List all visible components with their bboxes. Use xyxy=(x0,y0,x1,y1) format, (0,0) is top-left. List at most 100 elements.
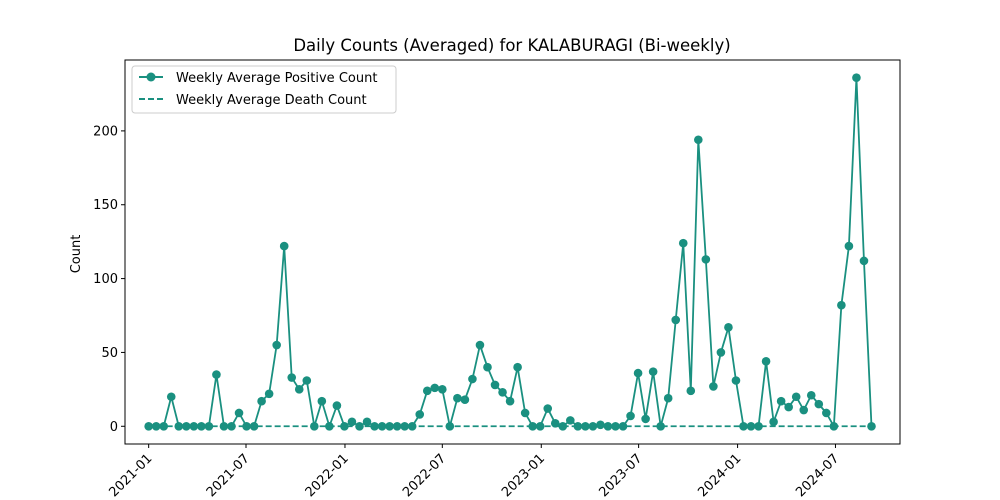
x-tick-label: 2023-01 xyxy=(499,451,548,500)
series-line-positive xyxy=(148,76,873,428)
data-point-positive xyxy=(626,411,635,421)
data-point-positive xyxy=(483,362,492,372)
data-point-positive xyxy=(294,385,304,394)
data-point-positive xyxy=(837,300,846,310)
data-point-positive xyxy=(596,420,605,430)
data-point-positive xyxy=(438,385,447,394)
data-point-positive xyxy=(724,323,733,332)
data-point-positive xyxy=(791,392,801,402)
data-point-positive xyxy=(430,383,440,393)
data-point-positive xyxy=(347,417,357,427)
data-point-positive xyxy=(317,396,327,406)
y-tick-label: 100 xyxy=(93,272,118,287)
data-point-positive xyxy=(761,356,771,366)
data-point-positive xyxy=(611,421,620,431)
data-point-positive xyxy=(686,386,696,396)
x-tick-label: 2021-01 xyxy=(106,451,155,500)
chart-title: Daily Counts (Averaged) for KALABURAGI (… xyxy=(293,36,730,55)
data-point-positive xyxy=(550,419,560,428)
data-point-positive xyxy=(769,417,778,427)
data-point-positive xyxy=(535,421,545,431)
data-point-positive xyxy=(731,376,741,385)
data-point-positive xyxy=(701,255,711,264)
data-point-positive xyxy=(257,396,266,406)
data-point-positive xyxy=(528,421,537,431)
data-point-positive xyxy=(272,340,281,350)
data-point-positive xyxy=(475,340,485,350)
data-point-positive xyxy=(287,373,297,382)
data-point-positive xyxy=(392,421,402,431)
data-point-positive xyxy=(694,135,703,145)
plot-frame xyxy=(124,59,901,445)
data-point-positive xyxy=(520,408,530,418)
data-point-positive xyxy=(641,414,650,424)
data-point-positive xyxy=(227,421,236,431)
data-point-positive xyxy=(249,421,259,431)
data-point-positive xyxy=(603,421,613,431)
data-point-positive xyxy=(754,421,763,431)
data-point-positive xyxy=(445,421,455,431)
data-point-positive xyxy=(355,421,364,431)
x-axis: 2021-01 2021-07 2022-01 2022-07 2023-01 2023-… xyxy=(106,444,842,500)
data-point-positive xyxy=(385,421,394,431)
x-tick-label: 2023-07 xyxy=(596,451,645,500)
data-point-positive xyxy=(588,421,598,431)
legend-box xyxy=(131,65,397,114)
data-point-positive xyxy=(468,374,477,384)
data-point-positive xyxy=(264,389,274,399)
data-point-positive xyxy=(182,421,191,431)
data-point-positive xyxy=(814,399,824,409)
data-point-positive xyxy=(310,421,319,431)
data-point-positive xyxy=(739,421,748,431)
data-point-positive xyxy=(806,390,816,400)
data-point-positive xyxy=(370,421,379,431)
data-point-positive xyxy=(460,395,470,404)
data-point-positive xyxy=(859,256,869,266)
data-point-positive xyxy=(505,396,515,406)
y-axis: 0 50 100 150 200 xyxy=(93,124,125,435)
data-point-positive xyxy=(174,421,184,431)
legend-death-label: Weekly Average Death Count xyxy=(176,93,367,108)
data-point-positive xyxy=(573,421,583,431)
legend: Weekly Average Positive Count Weekly Ave… xyxy=(131,65,397,114)
data-point-positive xyxy=(822,408,831,418)
data-point-positive xyxy=(776,396,786,406)
data-point-positive xyxy=(852,73,861,83)
x-tick-label: 2022-07 xyxy=(400,451,449,500)
data-point-positive xyxy=(197,421,206,431)
data-point-positive xyxy=(219,421,229,431)
data-point-positive xyxy=(151,421,161,431)
data-point-positive xyxy=(716,348,726,357)
data-point-positive xyxy=(543,404,553,413)
data-point-positive xyxy=(513,362,522,372)
data-point-positive xyxy=(498,388,507,397)
data-point-positive xyxy=(453,393,462,403)
data-point-positive xyxy=(415,410,425,419)
data-point-positive xyxy=(159,421,169,431)
data-point-positive xyxy=(332,401,342,410)
x-tick-label: 2024-01 xyxy=(695,451,744,500)
data-point-positive xyxy=(566,416,575,425)
data-point-positive xyxy=(166,392,176,402)
data-point-positive xyxy=(325,421,334,431)
data-point-positive xyxy=(746,421,756,431)
data-point-positive xyxy=(829,421,839,431)
data-point-positive xyxy=(340,421,349,431)
data-point-positive xyxy=(558,421,568,431)
y-tick-label: 0 xyxy=(110,420,118,435)
data-point-positive xyxy=(633,368,643,378)
data-point-positive xyxy=(189,421,199,431)
data-point-positive xyxy=(144,421,153,431)
x-tick-label: 2022-01 xyxy=(303,451,352,500)
data-point-positive xyxy=(648,367,658,376)
plot-area xyxy=(144,73,876,431)
data-point-positive xyxy=(422,386,432,396)
data-point-positive xyxy=(407,421,417,431)
data-point-positive xyxy=(618,421,628,431)
legend-positive-marker xyxy=(146,72,156,82)
data-point-positive xyxy=(279,241,289,251)
data-point-positive xyxy=(377,421,387,431)
data-point-positive xyxy=(490,380,500,390)
data-point-positive xyxy=(671,315,681,325)
